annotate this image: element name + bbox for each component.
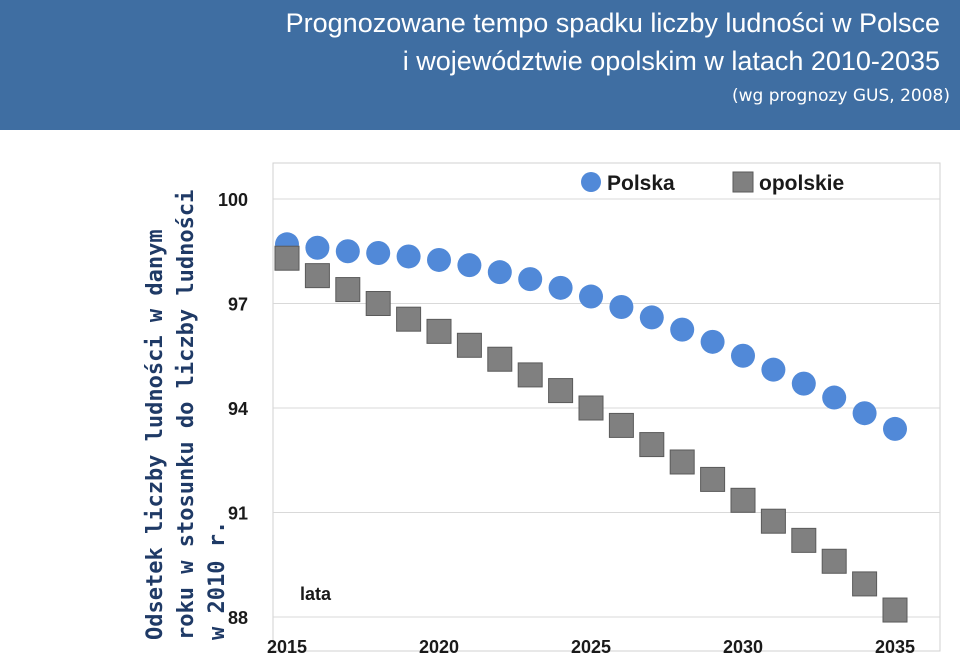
title-line-2: i województwie opolskim w latach 2010-20…: [402, 46, 940, 76]
x-tick-label: 2030: [723, 637, 763, 656]
data-point-opolskie: [608, 412, 634, 438]
data-point-opolskie: [396, 306, 422, 332]
page-title: Prognozowane tempo spadku liczby ludnośc…: [40, 4, 940, 80]
data-point-opolskie: [517, 362, 543, 388]
data-point-polska: [457, 253, 482, 278]
series-polska: [275, 232, 907, 441]
title-line-1: Prognozowane tempo spadku liczby ludnośc…: [285, 8, 940, 38]
y-tick-label: 97: [228, 295, 248, 315]
data-point-polska: [487, 260, 512, 285]
data-point-polska: [761, 357, 786, 382]
data-point-polska: [822, 385, 847, 410]
x-tick-label: 2035: [875, 637, 915, 656]
legend-marker-polska: [581, 172, 601, 192]
y-tick-label: 88: [228, 608, 248, 628]
y-tick-label: 91: [228, 504, 248, 524]
legend-marker-opolskie: [732, 171, 754, 193]
data-point-opolskie: [456, 332, 482, 358]
data-point-polska: [700, 329, 725, 354]
data-point-opolskie: [304, 263, 330, 289]
x-tick-label: 2020: [419, 637, 459, 656]
data-point-polska: [852, 401, 877, 426]
data-point-opolskie: [760, 508, 786, 534]
y-tick-labels: 100 97 94 91 88: [218, 190, 248, 628]
data-point-polska: [579, 284, 603, 309]
data-point-opolskie: [852, 571, 878, 597]
data-point-polska: [335, 239, 360, 264]
y-tick-label: 100: [218, 190, 248, 210]
series-opolskie: [274, 245, 908, 623]
y-tick-label: 94: [228, 399, 248, 419]
data-point-polska: [791, 371, 816, 396]
data-point-polska: [548, 275, 573, 300]
data-point-polska: [670, 317, 695, 342]
data-point-opolskie: [700, 466, 726, 492]
data-point-opolskie: [578, 395, 604, 421]
data-point-opolskie: [426, 318, 452, 344]
data-point-polska: [366, 240, 391, 265]
x-axis-label: lata: [300, 584, 332, 604]
page-subtitle: (wg prognozy GUS, 2008): [731, 86, 950, 106]
data-point-opolskie: [365, 291, 391, 316]
data-point-opolskie: [730, 487, 756, 513]
legend-label-opolskie: opolskie: [759, 172, 844, 195]
scatter-chart: 100 97 94 91 88 2015 2020 2025 2030 2035 lata Po…: [218, 162, 941, 656]
data-point-polska: [305, 235, 330, 260]
data-point-opolskie: [882, 597, 908, 623]
data-point-opolskie: [821, 548, 847, 574]
data-point-polska: [883, 416, 907, 441]
header-banner: Prognozowane tempo spadku liczby ludnośc…: [0, 0, 960, 130]
data-point-opolskie: [639, 432, 665, 458]
data-point-opolskie: [274, 245, 300, 271]
data-series: [274, 232, 908, 623]
x-tick-label: 2025: [571, 637, 611, 656]
data-point-polska: [609, 294, 634, 319]
x-tick-labels: 2015 2020 2025 2030 2035: [267, 637, 915, 656]
data-point-opolskie: [487, 346, 513, 372]
legend: Polska opolskie: [581, 171, 844, 195]
legend-label-polska: Polska: [607, 172, 675, 195]
x-tick-label: 2015: [267, 637, 307, 656]
data-point-opolskie: [335, 277, 361, 303]
data-point-polska: [639, 305, 664, 330]
data-point-opolskie: [669, 449, 695, 475]
data-point-polska: [518, 267, 543, 292]
data-point-polska: [731, 343, 755, 368]
data-point-opolskie: [548, 378, 574, 404]
data-point-polska: [396, 244, 421, 269]
data-point-opolskie: [791, 527, 817, 553]
data-point-polska: [427, 247, 451, 272]
